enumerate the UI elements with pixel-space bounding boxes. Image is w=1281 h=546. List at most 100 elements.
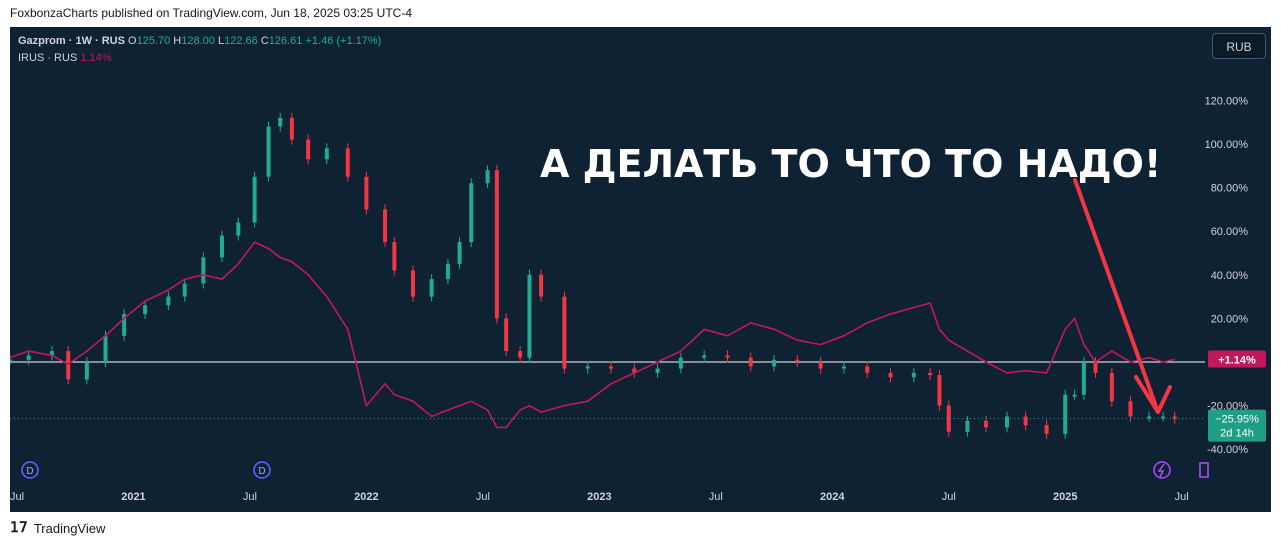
candle-body — [122, 314, 127, 336]
candle-body — [1023, 416, 1028, 426]
price-axis: 120.00% 100.00% 80.00% 60.00% 40.00% 20.00% -2… — [1205, 95, 1266, 456]
candle-body — [1128, 401, 1133, 417]
x-tick-label: 2025 — [1053, 491, 1077, 503]
candle-body — [841, 366, 846, 369]
candle-body — [143, 305, 148, 315]
candle-body — [84, 362, 89, 380]
y-tick-label: 80.00% — [1211, 183, 1249, 195]
footer: 𝟣𝟩 TradingView — [10, 520, 105, 536]
candle-body — [725, 355, 730, 358]
candle-body — [946, 405, 951, 432]
dividend-icon-letter: D — [258, 466, 265, 477]
lightning-icon — [1153, 461, 1171, 479]
compare-value: 1.14% — [80, 52, 112, 64]
candle-body — [278, 117, 283, 127]
arrow-shaft — [1073, 178, 1172, 414]
candle-body — [1063, 394, 1068, 434]
gazprom-candles — [10, 112, 1205, 439]
footer-brand[interactable]: TradingView — [33, 520, 106, 536]
candle-body — [748, 357, 753, 367]
candle-body — [252, 176, 257, 223]
candle-body — [266, 126, 271, 177]
candle-body — [504, 318, 509, 352]
candle-body — [236, 222, 241, 236]
x-tick-label: Jul — [10, 491, 24, 503]
low-value: 122.66 — [224, 35, 258, 47]
chart-canvas[interactable]: 120.00% 100.00% 80.00% 60.00% 40.00% 20.00% -2… — [10, 27, 1271, 512]
candle-body — [166, 296, 171, 306]
candle-body — [1147, 416, 1152, 419]
publish-info: FoxbonzaCharts published on TradingView.… — [10, 6, 413, 20]
candle-body — [585, 366, 590, 369]
candle-body — [494, 170, 499, 319]
x-tick-label: 2024 — [820, 491, 845, 503]
x-tick-label: Jul — [1175, 491, 1189, 503]
candle-body — [392, 242, 397, 271]
candle-body — [49, 351, 54, 356]
main-legend: Gazprom · 1W · RUS O125.70 H128.00 L122.… — [18, 35, 381, 47]
low-label: L — [217, 35, 225, 47]
compare-symbol[interactable]: IRUS · RUS — [18, 52, 78, 64]
candle-body — [911, 372, 916, 378]
candle-body — [928, 372, 933, 376]
time-axis: Jul 2021 Jul 2022 Jul 2023 Jul 2024 Jul 2025 Jul — [10, 491, 1189, 503]
x-tick-label: Jul — [476, 491, 490, 503]
candle-body — [984, 420, 989, 428]
candle-body — [445, 263, 450, 280]
high-label: H — [173, 35, 182, 47]
x-tick-label: Jul — [243, 491, 257, 503]
y-tick-label: 120.00% — [1205, 95, 1249, 107]
candle-body — [937, 375, 942, 406]
candle-body — [364, 176, 369, 210]
candle-body — [1004, 416, 1009, 428]
candle-body — [485, 170, 490, 184]
candle-body — [10, 359, 12, 362]
candle-body — [865, 366, 870, 373]
candle-body — [772, 359, 777, 367]
candle-body — [26, 355, 31, 360]
candle-body — [562, 296, 567, 369]
annotation-text: А ДЕЛАТЬ ТО ЧТО ТО НАДО! — [540, 142, 1162, 186]
candle-body — [655, 368, 660, 373]
candle-body — [1109, 372, 1114, 402]
x-tick-label: 2022 — [354, 491, 378, 503]
compare-legend: IRUS · RUS 1.14% — [18, 52, 112, 64]
close-label: C — [260, 35, 269, 47]
x-tick-label: 2021 — [121, 491, 145, 503]
arrow-left-stroke — [1134, 375, 1160, 414]
x-tick-label: Jul — [942, 491, 956, 503]
y-tick-label: 20.00% — [1211, 313, 1249, 325]
candle-body — [1161, 416, 1166, 419]
candle-body — [429, 279, 434, 297]
candle-body — [345, 148, 350, 177]
gazprom-last-label: −25.95% — [1215, 414, 1259, 426]
irus-last-badge — [1208, 350, 1266, 368]
tradingview-logo-icon[interactable]: 𝟣𝟩 — [10, 520, 28, 536]
open-label: O — [128, 35, 137, 47]
candle-body — [1093, 362, 1098, 373]
irus-line-group — [10, 241, 1175, 429]
candle-body — [1072, 394, 1077, 397]
symbol-title[interactable]: Gazprom · 1W · RUS — [18, 35, 125, 47]
y-tick-label: 100.00% — [1205, 139, 1249, 151]
close-value: 126.61 — [268, 35, 303, 47]
change-value: +1.46 (+1.17%) — [305, 35, 382, 47]
open-value: 125.70 — [136, 35, 171, 47]
candle-body — [965, 420, 970, 432]
candle-body — [469, 183, 474, 243]
gazprom-last-badge — [1208, 409, 1266, 442]
y-tick-label: 60.00% — [1211, 226, 1249, 238]
candle-body — [103, 335, 108, 362]
annotation-arrow — [1073, 178, 1172, 414]
candle-body — [608, 366, 613, 369]
x-tick-label: 2023 — [587, 491, 611, 503]
currency-button[interactable]: RUB — [1212, 33, 1266, 59]
chart-panel[interactable]: 120.00% 100.00% 80.00% 60.00% 40.00% 20.00% -2… — [10, 27, 1271, 512]
candle-body — [818, 362, 823, 369]
earnings-icon — [1199, 462, 1209, 478]
candle-body — [795, 359, 800, 362]
candle-body — [632, 368, 637, 373]
lightning-bolt — [1157, 463, 1165, 478]
candle-body — [201, 257, 206, 284]
